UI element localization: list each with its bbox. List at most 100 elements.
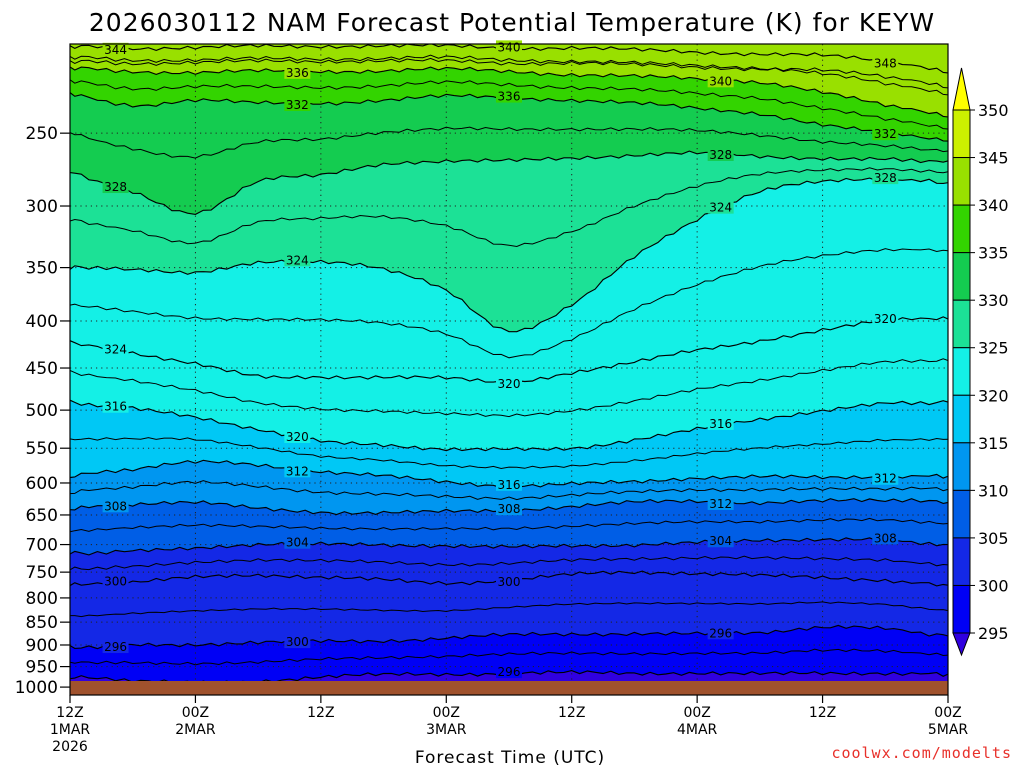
contour-label-bg <box>284 635 311 649</box>
isentrope-340 <box>70 66 948 118</box>
isentrope-mid-324 <box>70 248 948 359</box>
contour-label: 344 <box>102 42 129 57</box>
contour-label-text: 304 <box>286 536 309 550</box>
colorbar-label: 345 <box>978 149 1009 168</box>
contour-label-text: 300 <box>498 575 521 589</box>
colorbar-swatch <box>952 299 971 349</box>
contour-label: 324 <box>284 253 311 267</box>
colorbar-label: 320 <box>978 386 1009 405</box>
y-tick-label: 350 <box>26 259 58 279</box>
contour-label-text: 320 <box>286 430 309 444</box>
colorbar-swatch <box>952 442 971 491</box>
colorbar-label: 330 <box>978 291 1009 310</box>
contour-label-bg <box>707 200 734 214</box>
colorbar-label: 305 <box>978 529 1009 548</box>
y-tick-label: 650 <box>26 506 58 526</box>
colorbar-swatch <box>952 157 971 206</box>
x-tick-label: 00Z <box>683 705 710 721</box>
contour-label-text: 300 <box>104 574 127 588</box>
x-tick-label: 1MAR <box>50 722 91 738</box>
contour-label-bg <box>284 97 311 111</box>
contour-label-text: 316 <box>709 417 732 431</box>
isentrope-mid-328 <box>70 167 948 248</box>
colorbar-swatch <box>952 109 971 159</box>
contour-label-text: 308 <box>498 502 521 516</box>
contour-label-bg <box>872 127 899 141</box>
contour-label: 348 <box>872 56 899 70</box>
y-tick-label: 250 <box>26 124 58 144</box>
y-tick-label: 950 <box>26 658 58 678</box>
colorbar-swatch <box>952 584 971 634</box>
colorbar-bottom-arrow <box>952 632 971 657</box>
contour-label-bg <box>707 416 734 430</box>
contour-label: 328 <box>872 171 899 185</box>
contour-label-bg <box>102 574 129 588</box>
x-axis-title: Forecast Time (UTC) <box>415 748 605 768</box>
contour-label-text: 332 <box>286 98 309 112</box>
contour-label-text: 312 <box>874 472 897 486</box>
x-tick-label: 2026 <box>52 739 88 755</box>
contour-label: 308 <box>872 531 899 545</box>
contour-label-text: 332 <box>874 127 897 141</box>
contour-label-text: 316 <box>498 478 521 492</box>
contour-label-text: 324 <box>286 253 309 267</box>
contour-label-bg <box>496 477 522 491</box>
contour-label: 304 <box>707 534 734 548</box>
contour-label-text: 344 <box>104 43 127 57</box>
temperature-fill-layer <box>70 44 948 695</box>
colorbar-swatch <box>952 347 971 396</box>
contour-label-bg <box>102 399 129 413</box>
contour-label-text: 324 <box>104 342 127 356</box>
x-tick-label: 12Z <box>558 705 585 721</box>
colorbar-swatch <box>952 394 971 444</box>
colorbar-swatch <box>952 252 971 301</box>
contour-label: 296 <box>496 665 522 679</box>
contour-label: 340 <box>707 74 734 88</box>
x-tick-label: 12Z <box>307 705 334 721</box>
contour-label-text: 304 <box>709 534 732 548</box>
colorbar-label: 295 <box>978 624 1009 643</box>
contour-label-bg <box>872 531 899 545</box>
y-tick-label: 900 <box>26 636 58 656</box>
contour-label-bg <box>102 640 129 654</box>
x-tick-label: 12Z <box>56 705 83 721</box>
contour-label: 324 <box>707 200 734 215</box>
x-tick-label: 00Z <box>934 705 961 721</box>
contour-label: 312 <box>872 471 899 486</box>
y-tick-label: 550 <box>26 439 58 459</box>
colorbar-swatch <box>952 537 971 586</box>
contour-label-bg <box>102 180 129 194</box>
y-tick-label: 600 <box>26 474 58 494</box>
contour-label-text: 348 <box>874 56 897 70</box>
x-tick-label: 00Z <box>433 705 460 721</box>
isentrope-mid-312 <box>70 480 948 501</box>
contour-label: 328 <box>102 180 129 194</box>
isentrope-mid-300 <box>70 601 948 618</box>
ground-bar <box>70 681 948 695</box>
colorbar-label: 310 <box>978 481 1009 500</box>
pressure-axis: 250 300 350 400 450 500 550 600 650 700 750 800 850 9… <box>15 124 70 698</box>
isentrope-mid-332 <box>70 126 948 159</box>
contour-label-bg <box>872 56 899 70</box>
isentrope-328 <box>70 177 948 333</box>
contour-label: 324 <box>102 342 129 356</box>
colorbar-label: 300 <box>978 576 1009 595</box>
contour-label-text: 340 <box>709 74 732 88</box>
x-tick-label: 00Z <box>182 705 209 721</box>
colorbar-label: 325 <box>978 339 1009 358</box>
contour-label-bg <box>284 535 311 549</box>
contour-label: 300 <box>284 635 311 649</box>
contour-label: 328 <box>707 147 734 162</box>
isentrope-mid-296 <box>70 648 948 666</box>
y-tick-label: 450 <box>26 359 58 379</box>
contour-label-bg <box>102 42 129 56</box>
contour-label-bg <box>284 253 311 267</box>
contour-label: 312 <box>284 464 311 478</box>
contour-label-text: 320 <box>498 377 521 391</box>
contour-label: 308 <box>102 499 129 513</box>
x-tick-label: 4MAR <box>677 722 718 738</box>
contour-label: 316 <box>496 477 522 492</box>
contour-labels: 344 340 348 336 340 336 332 332 328 328 328 324 324 3… <box>102 40 899 679</box>
